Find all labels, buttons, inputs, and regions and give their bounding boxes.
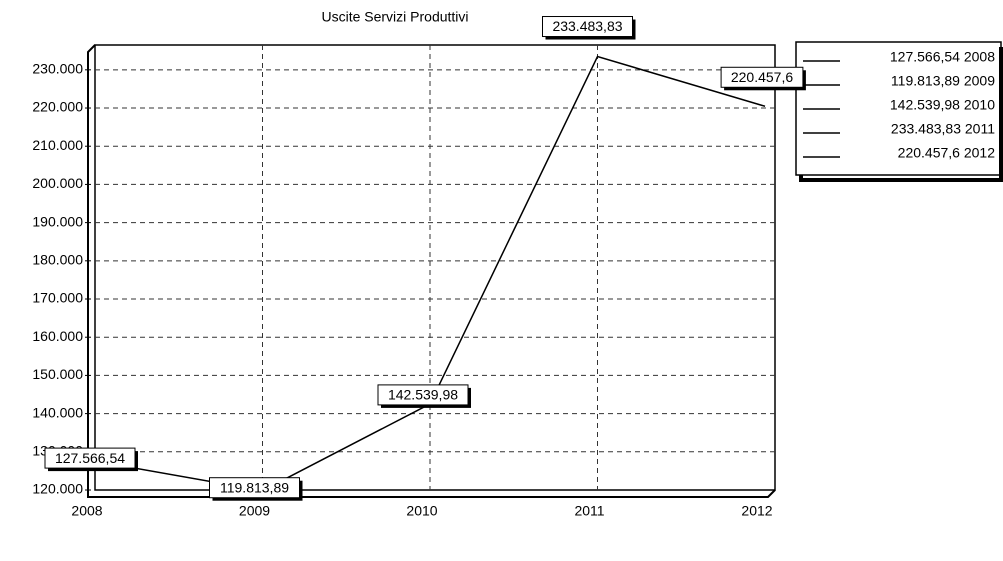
x-tick-label: 2011 bbox=[574, 503, 604, 519]
y-tick-label: 220.000 bbox=[32, 99, 83, 115]
y-tick-label: 150.000 bbox=[32, 366, 83, 382]
y-tick-label: 120.000 bbox=[32, 481, 83, 497]
plot-3d-edge bbox=[87, 44, 776, 498]
legend-entry: 127.566,54 2008 bbox=[890, 49, 995, 65]
x-tick-label: 2008 bbox=[71, 503, 102, 519]
value-label-box bbox=[542, 16, 633, 38]
x-tick-label: 2009 bbox=[239, 503, 270, 519]
legend-shadow bbox=[799, 47, 1003, 182]
value-label-box bbox=[377, 384, 469, 406]
value-label: 233.483,83 bbox=[552, 18, 622, 34]
x-tick-label: 2012 bbox=[741, 503, 772, 519]
y-tick-label: 230.000 bbox=[32, 61, 83, 77]
y-tick-label: 200.000 bbox=[32, 175, 83, 191]
y-tick-label: 190.000 bbox=[32, 213, 83, 229]
y-tick-label: 210.000 bbox=[32, 137, 83, 153]
y-tick-label: 140.000 bbox=[32, 404, 83, 420]
chart-title: Uscite Servizi Produttivi bbox=[321, 9, 468, 25]
y-tick-label: 180.000 bbox=[32, 252, 83, 268]
y-tick-label: 160.000 bbox=[32, 328, 83, 344]
value-label-box bbox=[44, 447, 136, 469]
value-label-box bbox=[720, 66, 804, 88]
value-label: 127.566,54 bbox=[55, 450, 125, 466]
value-label-box bbox=[209, 477, 300, 499]
legend-entry: 233.483,83 2011 bbox=[891, 121, 995, 137]
value-label: 142.539,98 bbox=[388, 387, 458, 403]
legend-entry: 220.457,6 2012 bbox=[898, 145, 996, 161]
legend-entry: 119.813,89 2009 bbox=[891, 73, 995, 89]
value-label: 220.457,6 bbox=[731, 69, 793, 85]
legend-entry: 142.539,98 2010 bbox=[890, 97, 995, 113]
value-label: 119.813,89 bbox=[220, 479, 289, 495]
x-tick-label: 2010 bbox=[406, 503, 437, 519]
plot-frame bbox=[94, 44, 776, 491]
y-tick-label: 170.000 bbox=[32, 290, 83, 306]
